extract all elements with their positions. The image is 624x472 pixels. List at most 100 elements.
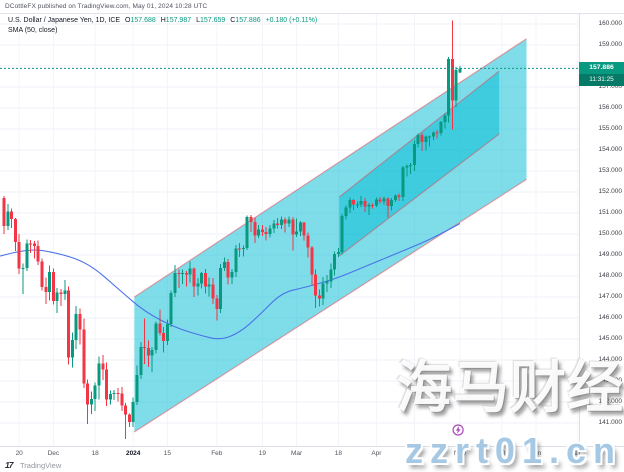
candle-body[interactable] <box>355 204 359 206</box>
candle-body[interactable] <box>393 195 397 200</box>
candle-body[interactable] <box>29 243 33 245</box>
candle-body[interactable] <box>124 405 128 415</box>
candle-body[interactable] <box>40 261 44 287</box>
candle-body[interactable] <box>63 290 67 295</box>
candle-body[interactable] <box>211 284 215 299</box>
candle-body[interactable] <box>420 134 424 142</box>
candle-body[interactable] <box>21 268 25 270</box>
candle-body[interactable] <box>336 251 340 254</box>
candle-body[interactable] <box>10 211 14 219</box>
candle-body[interactable] <box>317 295 321 299</box>
candle-body[interactable] <box>450 59 454 101</box>
candle-body[interactable] <box>101 363 105 370</box>
candle-body[interactable] <box>439 122 443 133</box>
candle-body[interactable] <box>93 385 97 399</box>
candle-body[interactable] <box>188 268 192 275</box>
candle-body[interactable] <box>314 274 318 296</box>
candle-body[interactable] <box>310 247 314 275</box>
candle-body[interactable] <box>268 228 272 234</box>
tradingview-logo-text[interactable]: TradingView <box>20 461 62 470</box>
candle-body[interactable] <box>82 329 86 384</box>
candle-body[interactable] <box>127 414 131 423</box>
candle-body[interactable] <box>207 284 211 287</box>
candle-body[interactable] <box>443 115 447 123</box>
candle-body[interactable] <box>108 394 112 400</box>
candle-body[interactable] <box>59 292 63 295</box>
candle-body[interactable] <box>344 207 348 216</box>
candle-body[interactable] <box>382 198 386 202</box>
candle-body[interactable] <box>333 253 337 270</box>
candle-body[interactable] <box>386 198 390 207</box>
chart-canvas[interactable] <box>0 14 579 446</box>
candle-body[interactable] <box>272 223 276 229</box>
candle-body[interactable] <box>17 241 21 269</box>
candle-body[interactable] <box>154 323 158 351</box>
outer-ascending-channel-top-line[interactable] <box>134 38 527 298</box>
candle-body[interactable] <box>32 243 36 246</box>
inner-ascending-channel[interactable] <box>339 71 500 257</box>
tradingview-logo-icon[interactable]: 17 <box>5 460 14 470</box>
candle-body[interactable] <box>112 393 116 395</box>
candle-body[interactable] <box>352 200 356 205</box>
candle-body[interactable] <box>86 383 90 405</box>
candle-body[interactable] <box>36 245 40 262</box>
candle-body[interactable] <box>165 323 169 342</box>
candle-body[interactable] <box>219 268 223 310</box>
candle-body[interactable] <box>139 346 143 376</box>
candle-body[interactable] <box>6 211 10 227</box>
candle-body[interactable] <box>203 272 207 287</box>
candle-body[interactable] <box>116 393 120 395</box>
candle-body[interactable] <box>196 283 200 287</box>
candle-body[interactable] <box>374 199 378 206</box>
candle-body[interactable] <box>378 199 382 202</box>
inner-ascending-channel-bottom-line[interactable] <box>338 133 500 257</box>
candle-body[interactable] <box>97 363 101 386</box>
candle-body[interactable] <box>67 290 71 358</box>
candle-body[interactable] <box>371 205 375 207</box>
candle-body[interactable] <box>260 229 264 233</box>
candle-body[interactable] <box>321 283 325 299</box>
candle-body[interactable] <box>181 273 185 275</box>
candle-body[interactable] <box>390 199 394 207</box>
candle-body[interactable] <box>234 248 238 273</box>
candle-body[interactable] <box>264 232 268 234</box>
candle-body[interactable] <box>306 235 310 248</box>
candle-body[interactable] <box>13 218 17 242</box>
candle-body[interactable] <box>287 219 291 224</box>
candle-body[interactable] <box>367 205 371 207</box>
candle-body[interactable] <box>348 200 352 208</box>
candle-body[interactable] <box>131 402 135 423</box>
candle-body[interactable] <box>105 369 109 400</box>
candle-body[interactable] <box>363 201 367 207</box>
candle-body[interactable] <box>416 134 420 145</box>
candle-body[interactable] <box>192 268 196 287</box>
candle-body[interactable] <box>143 346 147 349</box>
candle-body[interactable] <box>329 269 333 282</box>
candle-body[interactable] <box>405 165 409 168</box>
candle-body[interactable] <box>135 375 139 403</box>
candle-body[interactable] <box>435 132 439 134</box>
candle-body[interactable] <box>279 219 283 225</box>
candle-body[interactable] <box>25 243 29 269</box>
candle-body[interactable] <box>200 272 204 284</box>
candle-body[interactable] <box>397 195 401 198</box>
candle-body[interactable] <box>2 198 6 227</box>
candle-body[interactable] <box>78 314 82 330</box>
candle-body[interactable] <box>428 136 432 138</box>
candle-body[interactable] <box>215 298 219 310</box>
candle-body[interactable] <box>241 247 245 249</box>
candle-body[interactable] <box>44 286 48 292</box>
candle-body[interactable] <box>257 229 261 236</box>
candle-body[interactable] <box>245 217 249 248</box>
candle-body[interactable] <box>298 222 302 232</box>
candle-body[interactable] <box>55 292 59 301</box>
candle-body[interactable] <box>295 231 299 235</box>
candle-body[interactable] <box>340 215 344 252</box>
candles-group[interactable] <box>2 20 462 439</box>
price-axis[interactable]: 160.000159.000158.000157.000156.000155.0… <box>579 14 624 446</box>
candle-body[interactable] <box>74 314 78 341</box>
candle-body[interactable] <box>409 165 413 167</box>
candle-body[interactable] <box>169 293 173 324</box>
candle-body[interactable] <box>291 219 295 235</box>
candle-body[interactable] <box>454 70 458 101</box>
